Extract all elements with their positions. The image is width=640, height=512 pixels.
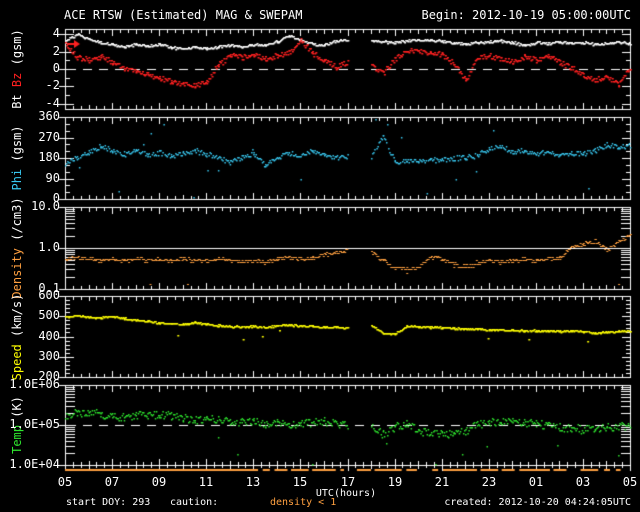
y-tick-label: 360 xyxy=(38,109,60,123)
hour-label: 05 xyxy=(622,475,638,489)
hour-label: 01 xyxy=(528,475,544,489)
y-tick-label: 500 xyxy=(38,308,60,322)
hour-label: 09 xyxy=(151,475,167,489)
hour-label: 13 xyxy=(245,475,261,489)
hour-label: 17 xyxy=(340,475,356,489)
x-axis-label: UTC(hours) xyxy=(315,488,377,499)
hour-label: 03 xyxy=(575,475,591,489)
hour-label: 05 xyxy=(57,475,73,489)
y-tick-label: 1.0E+06 xyxy=(9,377,60,391)
y-tick-label: 200 xyxy=(38,369,60,383)
hour-label: 07 xyxy=(104,475,120,489)
hour-label: 19 xyxy=(387,475,403,489)
y-tick-label: 270 xyxy=(38,130,60,144)
hour-label: 23 xyxy=(481,475,497,489)
y-tick-label: 180 xyxy=(38,150,60,164)
y-tick-label: 600 xyxy=(38,288,60,302)
footer-caution-label: caution: xyxy=(170,497,219,508)
y-tick-label: 0 xyxy=(52,61,60,75)
panel-ylabel-part: (K) xyxy=(10,396,24,418)
y-tick-label: -4 xyxy=(45,96,60,110)
y-tick-label: 1.0E+05 xyxy=(9,417,60,431)
plot-title: ACE RTSW (Estimated) MAG & SWEPAM xyxy=(64,8,303,22)
y-tick-label: 10.0 xyxy=(31,199,60,213)
y-tick-label: 4 xyxy=(52,26,60,40)
begin-timestamp: Begin: 2012-10-19 05:00:00UTC xyxy=(421,8,631,22)
y-tick-label: 400 xyxy=(38,329,60,343)
y-tick-label: 2 xyxy=(52,44,60,58)
y-tick-label: 90 xyxy=(45,171,60,185)
footer-created: created: 2012-10-20 04:24:05UTC xyxy=(444,497,631,508)
y-tick-label: 0 xyxy=(52,191,60,205)
hour-label: 21 xyxy=(434,475,450,489)
footer-start-doy: start DOY: 293 xyxy=(66,497,151,508)
y-tick-label: 1.0 xyxy=(38,240,60,254)
hour-label: 11 xyxy=(198,475,214,489)
y-tick-label: 0.1 xyxy=(38,281,60,295)
y-tick-label: 1.0E+04 xyxy=(9,457,60,471)
y-tick-label: 300 xyxy=(38,349,60,363)
hour-label: 15 xyxy=(292,475,308,489)
y-tick-label: -2 xyxy=(45,78,60,92)
footer-caution-value: density < 1 xyxy=(270,497,337,508)
